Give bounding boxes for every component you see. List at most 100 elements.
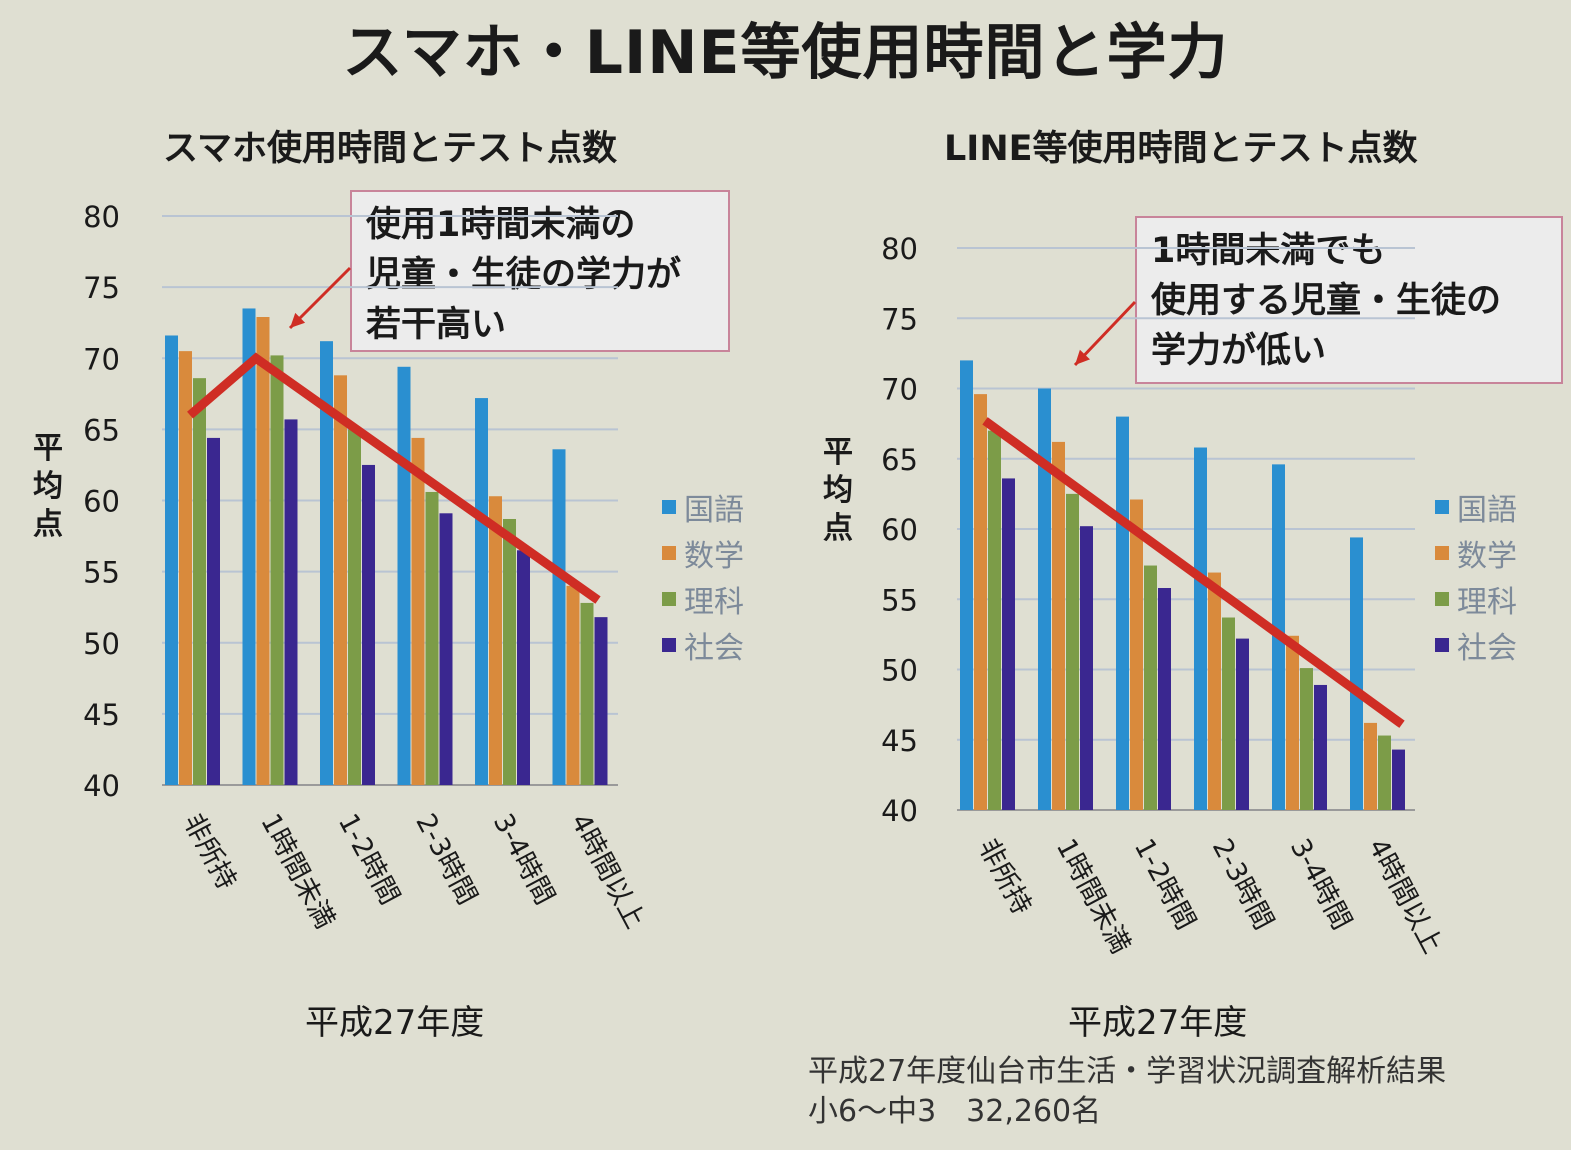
- legend-swatch: [662, 546, 676, 560]
- bar-理科: [270, 355, 284, 785]
- bar-国語: [320, 341, 333, 785]
- chart-2-y-axis-label: 平均点: [818, 434, 858, 548]
- chart-2-title: LINE等使用時間とテスト点数: [944, 129, 1418, 169]
- x-tick-label: 4時間以上: [1362, 834, 1448, 959]
- y-tick-label: 55: [881, 583, 918, 617]
- legend-swatch: [662, 500, 676, 514]
- bar-国語: [552, 449, 566, 785]
- x-tick-label: 1-2時間: [332, 809, 405, 910]
- legend-label: 社会: [1457, 631, 1517, 666]
- page-title: スマホ・LINE等使用時間と学力: [342, 18, 1229, 88]
- x-tick-label: 4時間以上: [564, 809, 650, 934]
- x-tick-label: 1-2時間: [1128, 834, 1201, 935]
- chart-1-y-axis-label: 平均点: [28, 430, 68, 544]
- legend-label: 国語: [684, 493, 744, 528]
- source-line: 小6～中3 32,260名: [808, 1094, 1102, 1129]
- legend-item: 理科: [662, 576, 744, 622]
- bar-国語: [242, 308, 256, 785]
- bar-社会: [1392, 749, 1405, 810]
- chart-2-x-axis-label: 平成27年度: [1068, 1003, 1248, 1043]
- callout-arrow-head: [290, 312, 306, 328]
- bar-数学: [1130, 499, 1143, 810]
- y-tick-label: 45: [881, 724, 918, 758]
- x-tick-label: 1時間未満: [254, 809, 340, 934]
- trend-line: [187, 352, 601, 604]
- bar-社会: [1158, 588, 1171, 810]
- bar-社会: [1002, 478, 1015, 810]
- bar-理科: [580, 602, 594, 785]
- y-tick-label: 40: [881, 794, 918, 828]
- legend-item: 国語: [662, 484, 744, 530]
- chart-2-annotation-line: 1時間未満でも: [1151, 231, 1386, 271]
- bar-社会: [594, 617, 608, 785]
- y-tick-label: 60: [881, 513, 918, 547]
- bar-理科: [503, 518, 516, 785]
- bar-理科: [348, 429, 361, 785]
- y-axis-label-char: 平: [823, 435, 853, 470]
- source-note: 平成27年度仙台市生活・学習状況調査解析結果 小6～中3 32,260名: [808, 1052, 1446, 1132]
- y-tick-label: 40: [83, 769, 120, 803]
- legend-swatch: [662, 638, 676, 652]
- legend-item: 数学: [662, 530, 744, 576]
- y-axis-label-char: 均: [823, 473, 853, 508]
- bar-理科: [988, 430, 1001, 810]
- bar-数学: [334, 375, 347, 785]
- y-tick-label: 80: [881, 232, 918, 266]
- bar-国語: [1350, 537, 1363, 810]
- chart-2-annotation: 1時間未満でも 使用する児童・生徒の 学力が低い: [1135, 216, 1563, 384]
- bar-数学: [256, 316, 270, 785]
- y-tick-label: 75: [83, 271, 120, 305]
- callout-arrow-head: [1075, 349, 1090, 365]
- y-tick-label: 70: [83, 342, 120, 376]
- bar-国語: [1038, 388, 1051, 810]
- y-axis-label-char: 均: [33, 469, 63, 504]
- bar-数学: [1286, 635, 1299, 810]
- bar-数学: [1052, 441, 1065, 810]
- bar-理科: [1300, 668, 1313, 810]
- y-axis-label-char: 点: [33, 507, 63, 542]
- bar-数学: [179, 351, 192, 785]
- bar-数学: [489, 496, 502, 785]
- x-tick-label: 3-4時間: [487, 809, 560, 910]
- y-tick-label: 80: [83, 200, 120, 234]
- legend-item: 社会: [662, 622, 744, 668]
- bar-社会: [439, 513, 453, 785]
- bar-数学: [566, 585, 580, 785]
- bar-社会: [517, 550, 530, 785]
- chart-2-annotation-line: 使用する児童・生徒の: [1151, 281, 1502, 321]
- chart-2-legend: 国語数学 理科社会: [1435, 484, 1517, 668]
- bar-理科: [1144, 565, 1157, 810]
- chart-1-annotation-line: 児童・生徒の学力が: [366, 255, 682, 295]
- legend-label: 国語: [1457, 493, 1517, 528]
- bar-社会: [1236, 638, 1249, 810]
- trend-line: [982, 417, 1405, 728]
- x-tick-label: 非所持: [972, 834, 1037, 920]
- y-tick-label: 60: [83, 485, 120, 519]
- callout-arrow: [1073, 300, 1137, 367]
- bar-理科: [425, 491, 439, 785]
- legend-label: 数学: [684, 539, 744, 574]
- y-tick-label: 50: [83, 627, 120, 661]
- source-line: 平成27年度仙台市生活・学習状況調査解析結果: [808, 1054, 1447, 1089]
- legend-swatch: [1435, 638, 1449, 652]
- bar-数学: [974, 394, 987, 810]
- bar-国語: [397, 366, 411, 785]
- chart-1-y-axis-label-text: 平均点: [28, 430, 68, 544]
- bar-理科: [1066, 493, 1079, 810]
- y-axis-label-char: 平: [33, 431, 63, 466]
- y-tick-label: 55: [83, 556, 120, 590]
- x-tick-label: 非所持: [177, 809, 242, 895]
- chart-2-annotation-line: 学力が低い: [1151, 331, 1327, 371]
- chart-1-title: スマホ使用時間とテスト点数: [163, 129, 617, 169]
- y-tick-label: 75: [881, 302, 918, 336]
- legend-item: 国語: [1435, 484, 1517, 530]
- bar-国語: [475, 398, 488, 785]
- legend-label: 数学: [1457, 539, 1517, 574]
- legend-item: 理科: [1435, 576, 1517, 622]
- x-tick-label: 3-4時間: [1284, 834, 1357, 935]
- x-tick-label: 2-3時間: [409, 809, 482, 910]
- bar-理科: [1222, 617, 1235, 810]
- bar-国語: [1194, 447, 1207, 810]
- chart-1-annotation-line: 若干高い: [366, 305, 507, 345]
